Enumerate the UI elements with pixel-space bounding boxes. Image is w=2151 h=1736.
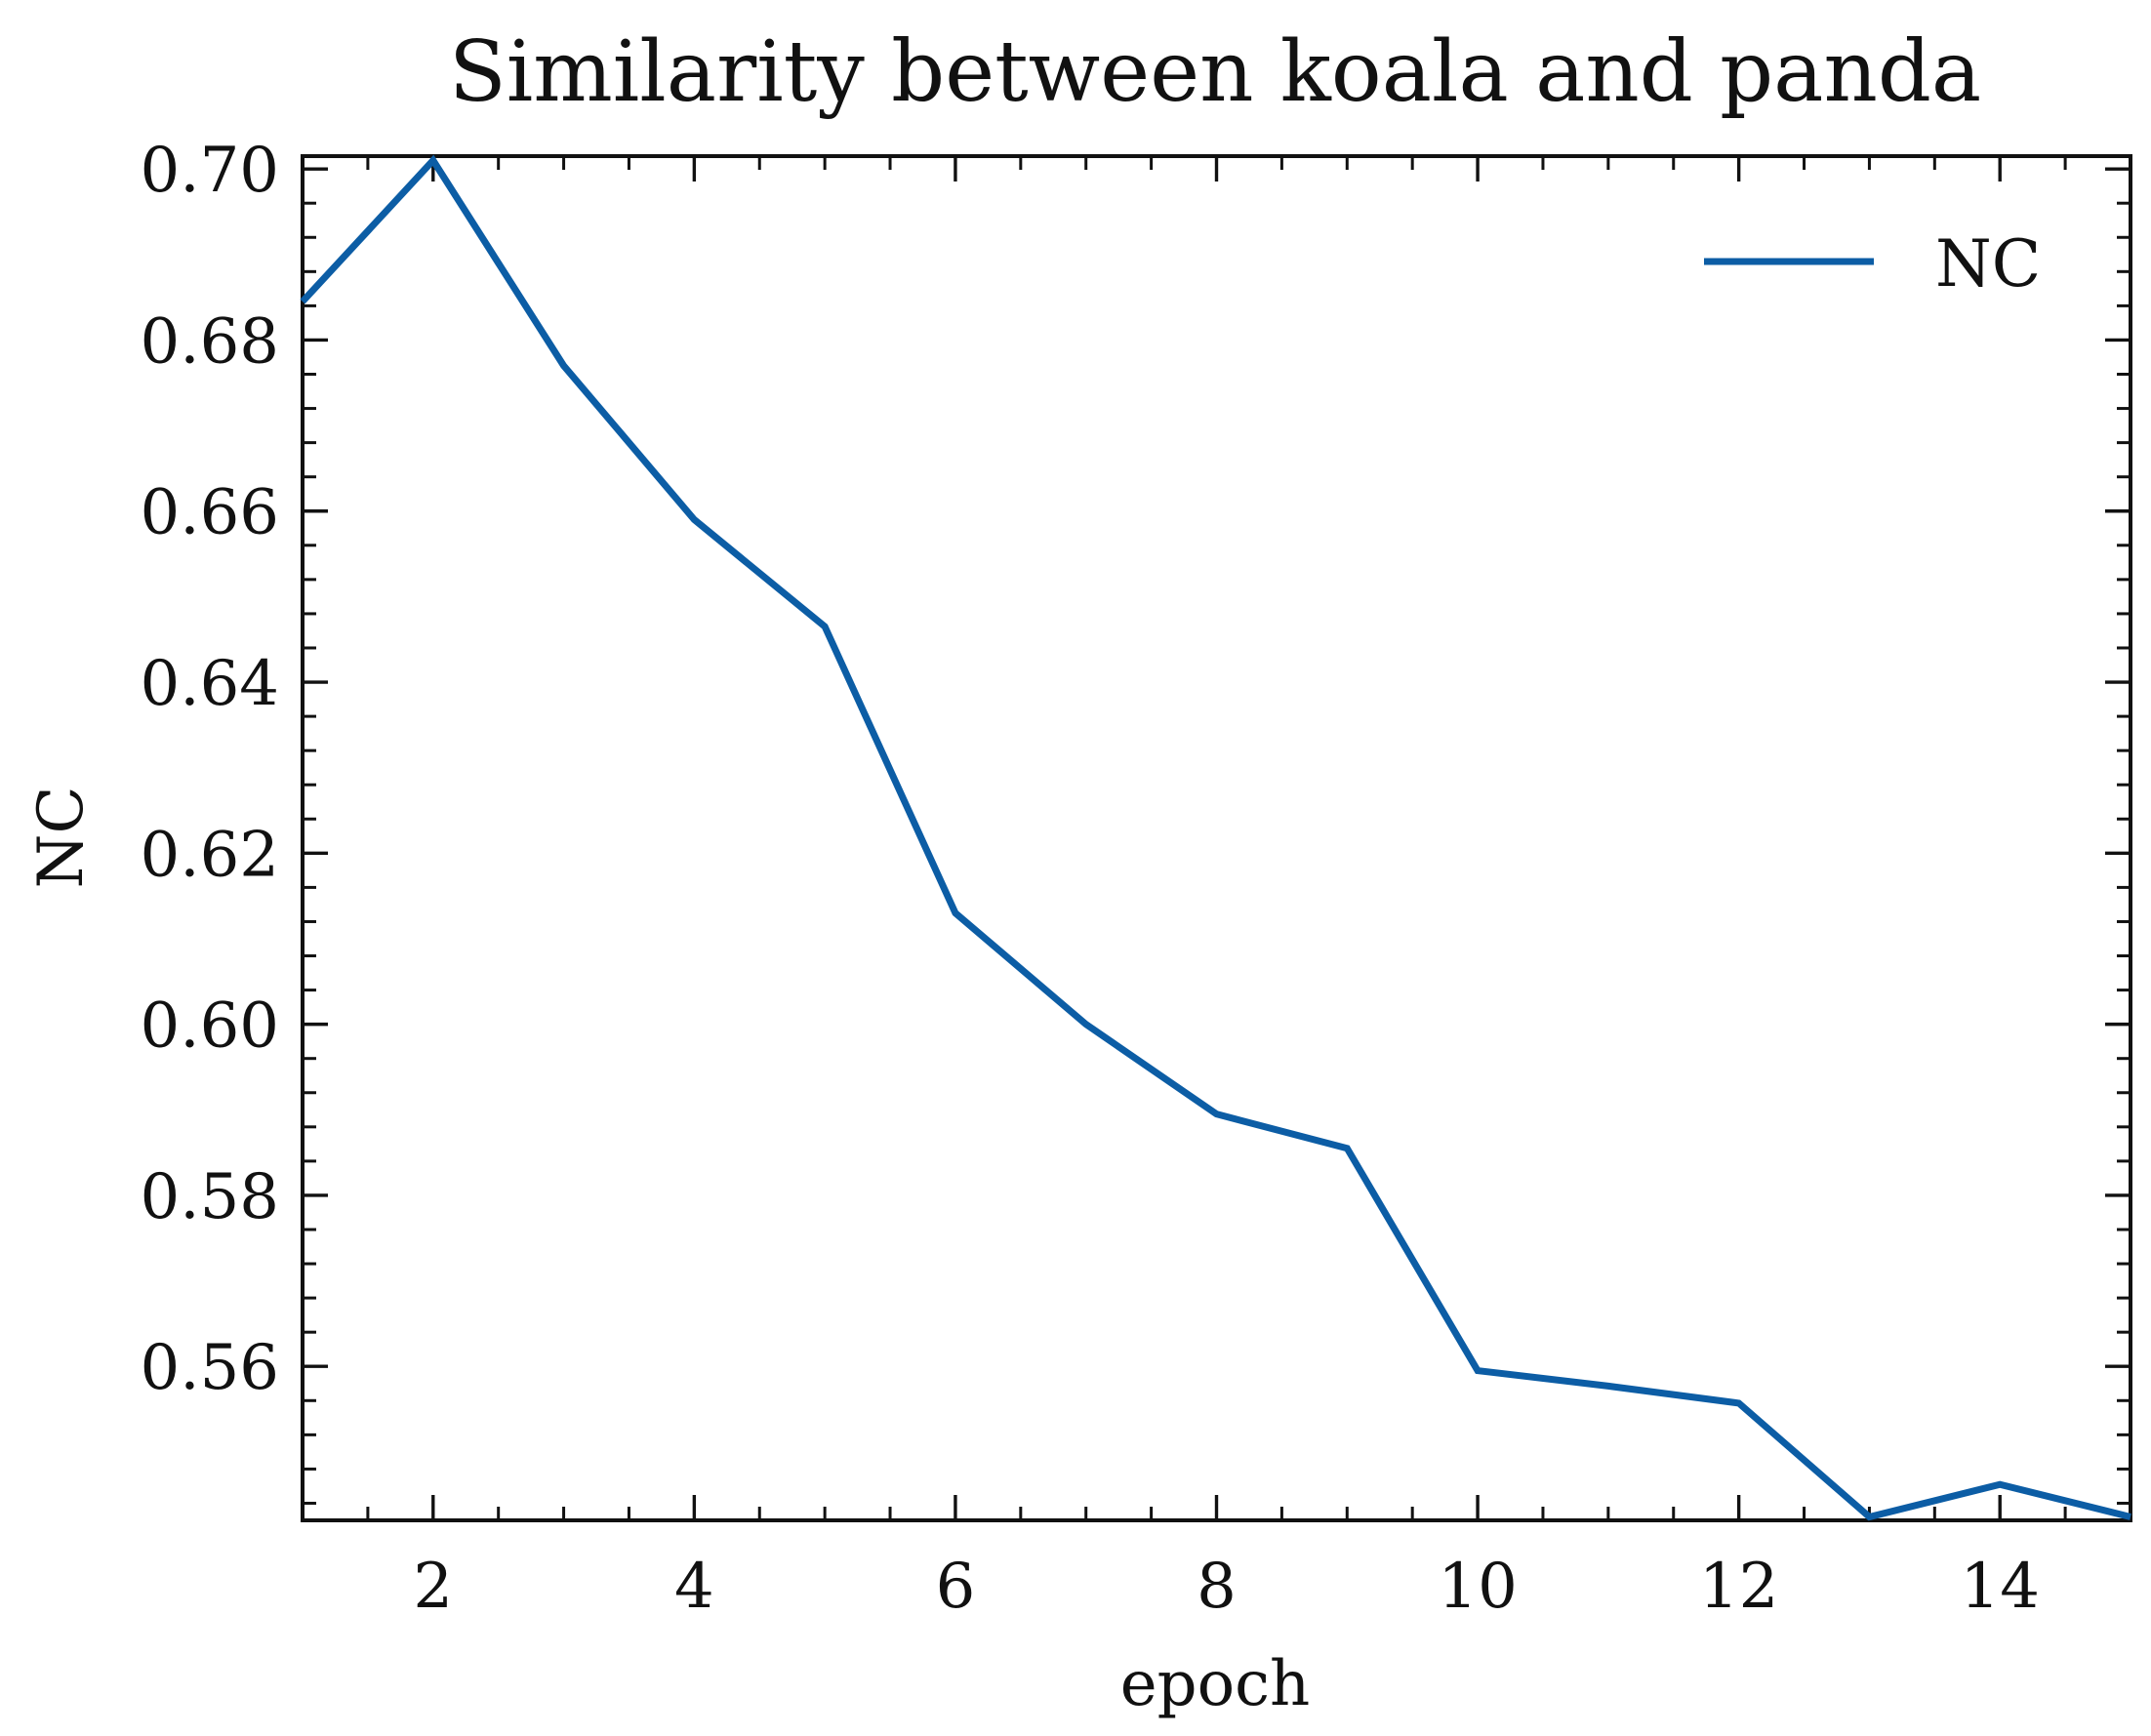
y-tick-label: 0.58: [141, 1161, 280, 1233]
y-tick-label: 0.68: [141, 305, 280, 378]
y-tick-labels: 0.56 0.58 0.60 0.62 0.64 0.66 0.68 0.70: [141, 135, 280, 1404]
plot-frame: [301, 154, 2132, 1522]
y-tick-label: 0.64: [141, 648, 280, 720]
series-layer: [300, 154, 2131, 1521]
y-tick-label: 0.56: [141, 1332, 280, 1404]
x-tick-label: 8: [1197, 1551, 1237, 1623]
y-tick-label: 0.60: [141, 990, 280, 1063]
y-tick-label: 0.62: [141, 819, 280, 891]
x-tick-label: 2: [413, 1551, 453, 1623]
plot-area: [301, 154, 2132, 1522]
x-tick-label: 4: [674, 1551, 714, 1623]
minor-ticks: [301, 156, 2131, 1520]
legend: NC: [1704, 226, 2041, 302]
y-axis-label: NC: [25, 787, 98, 889]
x-tick-labels: 2 4 6 8 10 12 14: [413, 1551, 2040, 1623]
major-ticks: [303, 156, 2131, 1520]
y-tick-label: 0.66: [141, 477, 280, 549]
x-tick-label: 10: [1438, 1551, 1517, 1623]
legend-label-nc: NC: [1935, 226, 2041, 302]
x-tick-label: 12: [1699, 1551, 1778, 1623]
x-tick-label: 14: [1960, 1551, 2039, 1623]
x-tick-label: 6: [936, 1551, 976, 1623]
series-line-nc: [300, 154, 2131, 1521]
x-axis-label: epoch: [1120, 1648, 1310, 1720]
chart-title: Similarity between koala and panda: [449, 23, 1981, 121]
y-tick-label: 0.70: [141, 135, 280, 207]
